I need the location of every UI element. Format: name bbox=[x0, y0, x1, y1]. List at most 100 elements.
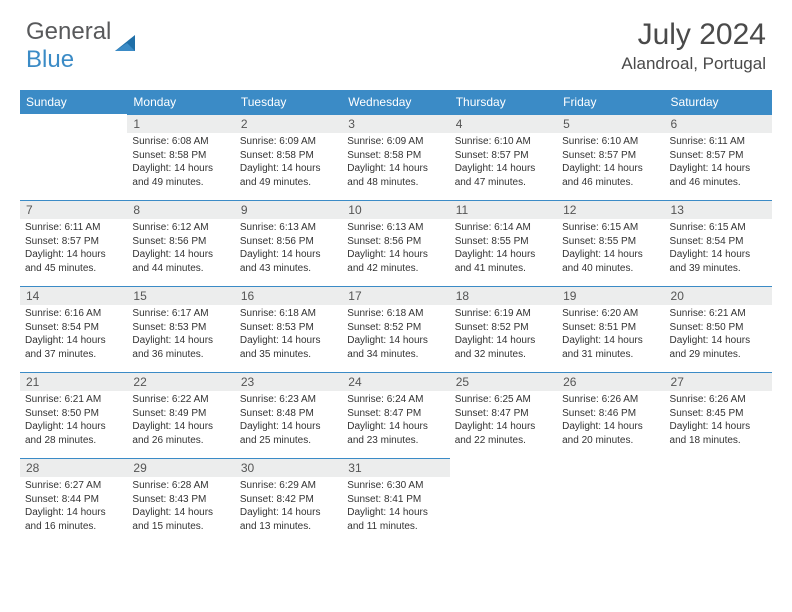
calendar-row: 7Sunrise: 6:11 AMSunset: 8:57 PMDaylight… bbox=[20, 200, 772, 286]
day-details: Sunrise: 6:09 AMSunset: 8:58 PMDaylight:… bbox=[342, 133, 449, 200]
day-cell: 5Sunrise: 6:10 AMSunset: 8:57 PMDaylight… bbox=[557, 114, 664, 200]
daylight-line: Daylight: 14 hours and 40 minutes. bbox=[562, 248, 659, 275]
calendar-cell: 23Sunrise: 6:23 AMSunset: 8:48 PMDayligh… bbox=[235, 372, 342, 458]
sunset-line: Sunset: 8:47 PM bbox=[347, 407, 444, 421]
daylight-line: Daylight: 14 hours and 13 minutes. bbox=[240, 506, 337, 533]
daylight-line: Daylight: 14 hours and 18 minutes. bbox=[670, 420, 767, 447]
sunrise-line: Sunrise: 6:08 AM bbox=[132, 135, 229, 149]
day-details: Sunrise: 6:16 AMSunset: 8:54 PMDaylight:… bbox=[20, 305, 127, 372]
day-number: 15 bbox=[127, 286, 234, 305]
day-number: 19 bbox=[557, 286, 664, 305]
sunrise-line: Sunrise: 6:26 AM bbox=[670, 393, 767, 407]
calendar-cell: 27Sunrise: 6:26 AMSunset: 8:45 PMDayligh… bbox=[665, 372, 772, 458]
daylight-line: Daylight: 14 hours and 46 minutes. bbox=[562, 162, 659, 189]
sunrise-line: Sunrise: 6:21 AM bbox=[25, 393, 122, 407]
day-cell: 8Sunrise: 6:12 AMSunset: 8:56 PMDaylight… bbox=[127, 200, 234, 286]
sunrise-line: Sunrise: 6:18 AM bbox=[347, 307, 444, 321]
day-number: 16 bbox=[235, 286, 342, 305]
calendar-cell: 13Sunrise: 6:15 AMSunset: 8:54 PMDayligh… bbox=[665, 200, 772, 286]
calendar-cell: 30Sunrise: 6:29 AMSunset: 8:42 PMDayligh… bbox=[235, 458, 342, 544]
day-details: Sunrise: 6:11 AMSunset: 8:57 PMDaylight:… bbox=[20, 219, 127, 286]
sunset-line: Sunset: 8:57 PM bbox=[670, 149, 767, 163]
daylight-line: Daylight: 14 hours and 29 minutes. bbox=[670, 334, 767, 361]
sunset-line: Sunset: 8:56 PM bbox=[132, 235, 229, 249]
day-cell: 4Sunrise: 6:10 AMSunset: 8:57 PMDaylight… bbox=[450, 114, 557, 200]
day-details: Sunrise: 6:28 AMSunset: 8:43 PMDaylight:… bbox=[127, 477, 234, 544]
sunrise-line: Sunrise: 6:12 AM bbox=[132, 221, 229, 235]
day-cell: 22Sunrise: 6:22 AMSunset: 8:49 PMDayligh… bbox=[127, 372, 234, 458]
calendar-cell: 19Sunrise: 6:20 AMSunset: 8:51 PMDayligh… bbox=[557, 286, 664, 372]
sunset-line: Sunset: 8:41 PM bbox=[347, 493, 444, 507]
day-cell: 12Sunrise: 6:15 AMSunset: 8:55 PMDayligh… bbox=[557, 200, 664, 286]
day-details: Sunrise: 6:09 AMSunset: 8:58 PMDaylight:… bbox=[235, 133, 342, 200]
calendar-cell: 25Sunrise: 6:25 AMSunset: 8:47 PMDayligh… bbox=[450, 372, 557, 458]
day-number: 2 bbox=[235, 114, 342, 133]
day-details: Sunrise: 6:12 AMSunset: 8:56 PMDaylight:… bbox=[127, 219, 234, 286]
sunrise-line: Sunrise: 6:10 AM bbox=[562, 135, 659, 149]
day-number: 18 bbox=[450, 286, 557, 305]
daylight-line: Daylight: 14 hours and 32 minutes. bbox=[455, 334, 552, 361]
day-details: Sunrise: 6:29 AMSunset: 8:42 PMDaylight:… bbox=[235, 477, 342, 544]
day-number: 6 bbox=[665, 114, 772, 133]
sunset-line: Sunset: 8:42 PM bbox=[240, 493, 337, 507]
day-details: Sunrise: 6:19 AMSunset: 8:52 PMDaylight:… bbox=[450, 305, 557, 372]
day-cell: 6Sunrise: 6:11 AMSunset: 8:57 PMDaylight… bbox=[665, 114, 772, 200]
daylight-line: Daylight: 14 hours and 25 minutes. bbox=[240, 420, 337, 447]
calendar-cell: 1Sunrise: 6:08 AMSunset: 8:58 PMDaylight… bbox=[127, 114, 234, 200]
day-cell: 29Sunrise: 6:28 AMSunset: 8:43 PMDayligh… bbox=[127, 458, 234, 544]
sunset-line: Sunset: 8:49 PM bbox=[132, 407, 229, 421]
daylight-line: Daylight: 14 hours and 34 minutes. bbox=[347, 334, 444, 361]
sunrise-line: Sunrise: 6:09 AM bbox=[347, 135, 444, 149]
calendar-cell: 7Sunrise: 6:11 AMSunset: 8:57 PMDaylight… bbox=[20, 200, 127, 286]
sunrise-line: Sunrise: 6:28 AM bbox=[132, 479, 229, 493]
sunset-line: Sunset: 8:54 PM bbox=[25, 321, 122, 335]
calendar-cell: 12Sunrise: 6:15 AMSunset: 8:55 PMDayligh… bbox=[557, 200, 664, 286]
sunset-line: Sunset: 8:45 PM bbox=[670, 407, 767, 421]
calendar-cell: 20Sunrise: 6:21 AMSunset: 8:50 PMDayligh… bbox=[665, 286, 772, 372]
day-cell: 18Sunrise: 6:19 AMSunset: 8:52 PMDayligh… bbox=[450, 286, 557, 372]
day-cell: 1Sunrise: 6:08 AMSunset: 8:58 PMDaylight… bbox=[127, 114, 234, 200]
sunrise-line: Sunrise: 6:21 AM bbox=[670, 307, 767, 321]
sunrise-line: Sunrise: 6:29 AM bbox=[240, 479, 337, 493]
day-details: Sunrise: 6:26 AMSunset: 8:46 PMDaylight:… bbox=[557, 391, 664, 458]
daylight-line: Daylight: 14 hours and 15 minutes. bbox=[132, 506, 229, 533]
day-cell: 27Sunrise: 6:26 AMSunset: 8:45 PMDayligh… bbox=[665, 372, 772, 458]
sunset-line: Sunset: 8:53 PM bbox=[132, 321, 229, 335]
day-number: 17 bbox=[342, 286, 449, 305]
daylight-line: Daylight: 14 hours and 16 minutes. bbox=[25, 506, 122, 533]
sunset-line: Sunset: 8:55 PM bbox=[455, 235, 552, 249]
sunset-line: Sunset: 8:52 PM bbox=[455, 321, 552, 335]
daylight-line: Daylight: 14 hours and 37 minutes. bbox=[25, 334, 122, 361]
day-number: 9 bbox=[235, 200, 342, 219]
sunrise-line: Sunrise: 6:10 AM bbox=[455, 135, 552, 149]
calendar-cell: 11Sunrise: 6:14 AMSunset: 8:55 PMDayligh… bbox=[450, 200, 557, 286]
day-number: 30 bbox=[235, 458, 342, 477]
daylight-line: Daylight: 14 hours and 11 minutes. bbox=[347, 506, 444, 533]
calendar-body: 1Sunrise: 6:08 AMSunset: 8:58 PMDaylight… bbox=[20, 114, 772, 544]
sunrise-line: Sunrise: 6:17 AM bbox=[132, 307, 229, 321]
calendar-cell: 29Sunrise: 6:28 AMSunset: 8:43 PMDayligh… bbox=[127, 458, 234, 544]
sunrise-line: Sunrise: 6:09 AM bbox=[240, 135, 337, 149]
sunset-line: Sunset: 8:50 PM bbox=[670, 321, 767, 335]
sunset-line: Sunset: 8:43 PM bbox=[132, 493, 229, 507]
daylight-line: Daylight: 14 hours and 36 minutes. bbox=[132, 334, 229, 361]
day-cell: 15 Sunrise: 6:17 AMSunset: 8:53 PMDayligh… bbox=[127, 286, 234, 372]
sunset-line: Sunset: 8:57 PM bbox=[25, 235, 122, 249]
day-details: Sunrise: 6:15 AMSunset: 8:55 PMDaylight:… bbox=[557, 219, 664, 286]
day-cell: 3Sunrise: 6:09 AMSunset: 8:58 PMDaylight… bbox=[342, 114, 449, 200]
day-details: Sunrise: 6:23 AMSunset: 8:48 PMDaylight:… bbox=[235, 391, 342, 458]
calendar-row: 28Sunrise: 6:27 AMSunset: 8:44 PMDayligh… bbox=[20, 458, 772, 544]
day-cell: 16Sunrise: 6:18 AMSunset: 8:53 PMDayligh… bbox=[235, 286, 342, 372]
daylight-line: Daylight: 14 hours and 22 minutes. bbox=[455, 420, 552, 447]
sunrise-line: Sunrise: 6:20 AM bbox=[562, 307, 659, 321]
day-number: 11 bbox=[450, 200, 557, 219]
weekday-header: Saturday bbox=[665, 90, 772, 114]
calendar-cell: 2Sunrise: 6:09 AMSunset: 8:58 PMDaylight… bbox=[235, 114, 342, 200]
day-details: Sunrise: 6:21 AMSunset: 8:50 PMDaylight:… bbox=[20, 391, 127, 458]
day-number: 3 bbox=[342, 114, 449, 133]
sunrise-line: Sunrise: 6:16 AM bbox=[25, 307, 122, 321]
sunrise-line: Sunrise: 6:27 AM bbox=[25, 479, 122, 493]
day-details: Sunrise: 6:11 AMSunset: 8:57 PMDaylight:… bbox=[665, 133, 772, 200]
sunset-line: Sunset: 8:53 PM bbox=[240, 321, 337, 335]
sunset-line: Sunset: 8:57 PM bbox=[455, 149, 552, 163]
